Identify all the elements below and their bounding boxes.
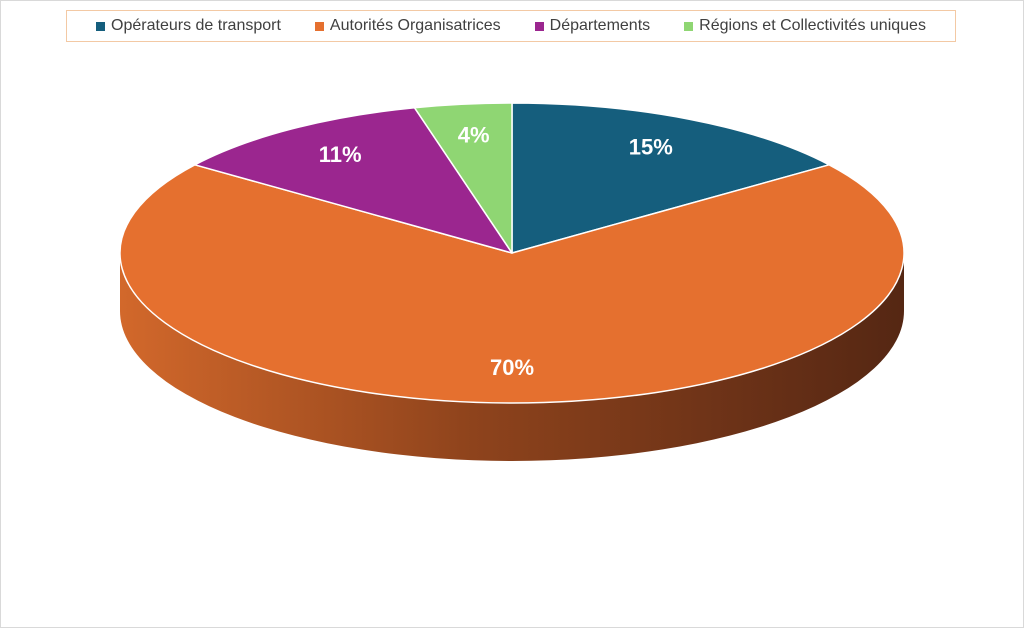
legend-label-departements: Départements (549, 17, 651, 34)
legend-item-regions: Régions et Collectivités uniques (684, 17, 926, 35)
data-label-autorites: 70% (490, 355, 534, 380)
legend: Opérateurs de transport Autorités Organi… (66, 10, 956, 42)
legend-swatch-regions (684, 21, 694, 31)
legend-swatch-operateurs (96, 21, 106, 31)
legend-swatch-departements (534, 21, 544, 31)
pie-slice-autorites (119, 164, 905, 404)
legend-item-autorites: Autorités Organisatrices (314, 17, 501, 35)
data-label-departements: 11% (319, 142, 362, 167)
legend-item-operateurs: Opérateurs de transport (96, 17, 281, 35)
legend-label-autorites: Autorités Organisatrices (329, 17, 501, 34)
pie-side-wall (120, 253, 904, 461)
legend-item-departements: Départements (534, 17, 651, 35)
legend-swatch-autorites (314, 21, 324, 31)
data-label-regions: 4% (458, 123, 490, 148)
legend-label-regions: Régions et Collectivités uniques (699, 17, 926, 34)
data-label-operateurs: 15% (629, 135, 673, 160)
pie-slice-operateurs (511, 102, 830, 254)
pie-slice-departements (194, 106, 513, 254)
pie-slice-regions (413, 102, 513, 254)
legend-label-operateurs: Opérateurs de transport (111, 17, 281, 34)
